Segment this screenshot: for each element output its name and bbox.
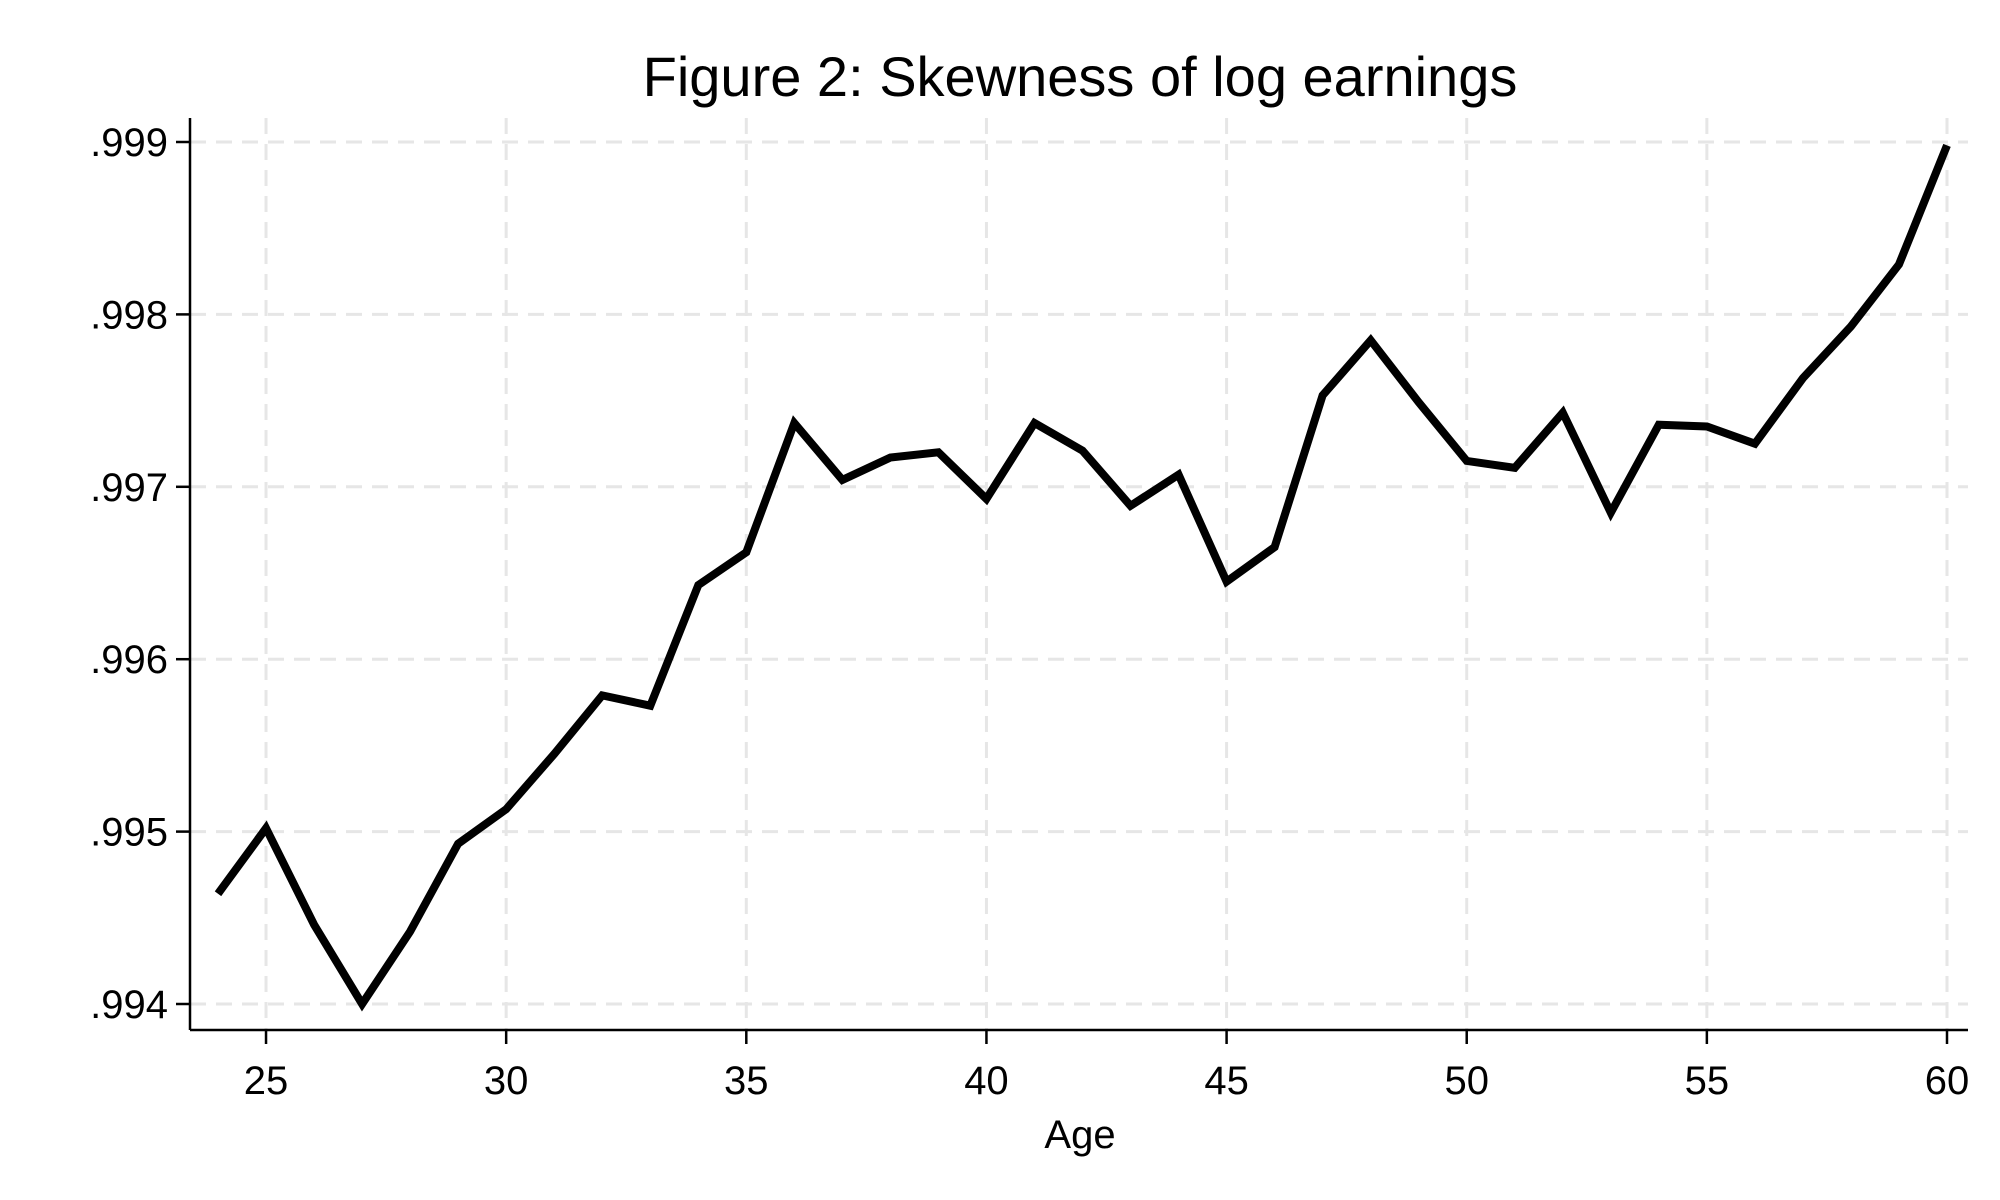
x-tick-label: 45 xyxy=(1204,1059,1249,1103)
y-tick-label: .999 xyxy=(90,121,168,165)
x-tick-label: 55 xyxy=(1685,1059,1730,1103)
y-tick-label: .994 xyxy=(90,983,168,1027)
y-tick-label: .996 xyxy=(90,638,168,682)
y-tick-label: .998 xyxy=(90,293,168,337)
x-tick-label: 40 xyxy=(964,1059,1009,1103)
x-tick-label: 30 xyxy=(484,1059,529,1103)
x-axis-label: Age xyxy=(1044,1113,1115,1157)
x-tick-label: 50 xyxy=(1444,1059,1489,1103)
y-tick-label: .995 xyxy=(90,811,168,855)
axes xyxy=(188,118,1968,1032)
x-tick-label: 60 xyxy=(1925,1059,1970,1103)
series-layer xyxy=(214,143,1951,1012)
y-tick-label: .997 xyxy=(90,466,168,510)
series-line xyxy=(214,143,1951,1012)
x-tick-label: 25 xyxy=(244,1059,289,1103)
x-tick-label: 35 xyxy=(724,1059,769,1103)
grid-lines xyxy=(190,118,1968,1030)
chart-title: Figure 2: Skewness of log earnings xyxy=(643,45,1518,108)
ticks: .994 .995 .996 .997 .998 .999 25 30 35 40 45 50 55 60 xyxy=(90,121,1969,1103)
